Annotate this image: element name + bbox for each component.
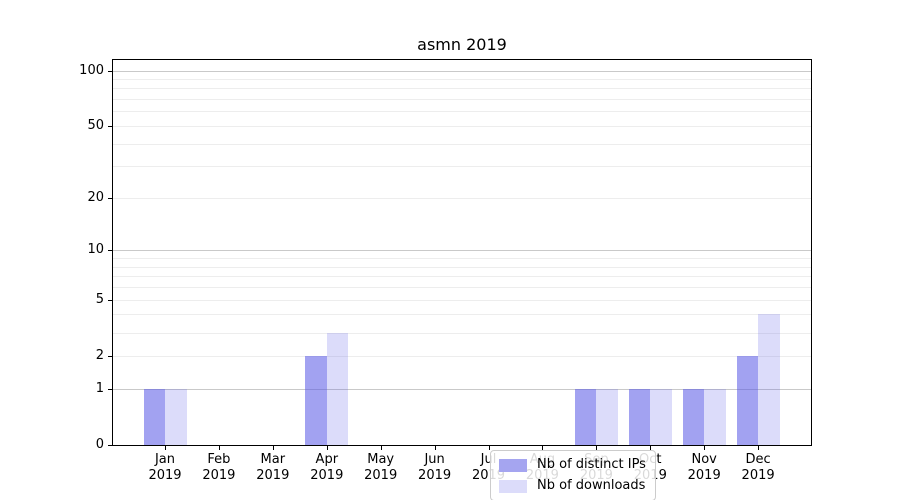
gridline-minor-3	[113, 332, 811, 334]
x-tick-mark-nov	[704, 445, 706, 450]
chart-title: asmn 2019	[417, 35, 507, 54]
gridline-minor-80	[113, 88, 811, 90]
gridline-minor-60	[113, 111, 811, 113]
gridline-minor-6	[113, 287, 811, 289]
y-tick-label-20: 20	[87, 190, 104, 205]
x-tick-mark-jun	[434, 445, 436, 450]
x-tick-mark-dec	[758, 445, 760, 450]
x-tick-label-may: May 2019	[364, 452, 398, 483]
x-tick-mark-may	[380, 445, 382, 450]
x-tick-label-jun: Jun 2019	[418, 452, 452, 483]
bar-downloads-apr	[326, 332, 349, 445]
legend-entry-distinct-ips: Nb of distinct IPs	[499, 457, 646, 473]
x-tick-mark-sep	[596, 445, 598, 450]
x-tick-label-jan: Jan 2019	[148, 452, 182, 483]
gridline-major-100	[113, 70, 811, 72]
x-tick-mark-oct	[650, 445, 652, 450]
legend-label-downloads: Nb of downloads	[537, 478, 646, 493]
y-tick-label-10: 10	[87, 242, 104, 258]
y-tick-mark-5	[108, 299, 113, 301]
legend-swatch-distinct-ips-icon	[499, 458, 527, 472]
y-tick-label-1: 1	[95, 380, 104, 396]
gridline-minor-8	[113, 266, 811, 268]
y-tick-mark-10	[108, 250, 113, 252]
y-tick-label-2: 2	[95, 347, 104, 363]
bar-distinct-ips-dec	[736, 355, 759, 445]
x-tick-label-nov: Nov 2019	[687, 452, 721, 483]
gridline-minor-2	[113, 355, 811, 357]
y-tick-label-0: 0	[95, 437, 104, 452]
y-tick-label-50: 50	[87, 118, 104, 133]
y-tick-mark-20	[108, 198, 113, 199]
bar-downloads-oct	[650, 388, 672, 445]
bar-downloads-dec	[758, 314, 780, 445]
x-tick-mark-aug	[542, 445, 544, 450]
x-tick-mark-jul	[488, 445, 490, 450]
bar-distinct-ips-nov	[682, 388, 705, 445]
gridline-minor-5	[113, 299, 811, 301]
bar-downloads-sep	[596, 388, 618, 445]
gridline-minor-4	[113, 314, 811, 316]
bar-distinct-ips-jan	[143, 388, 165, 445]
y-tick-label-5: 5	[95, 291, 104, 307]
x-tick-mark-feb	[218, 445, 220, 450]
gridline-minor-40	[113, 143, 811, 145]
y-tick-mark-2	[108, 355, 113, 357]
legend-entry-downloads: Nb of downloads	[499, 478, 646, 494]
plot-area: Nb of distinct IPs Nb of downloads	[112, 59, 812, 500]
bar-distinct-ips-apr	[305, 355, 327, 445]
legend-label-distinct-ips: Nb of distinct IPs	[537, 457, 646, 472]
gridline-minor-7	[113, 276, 811, 278]
x-tick-label-mar: Mar 2019	[256, 452, 290, 483]
gridline-minor-9	[113, 258, 811, 260]
x-tick-label-feb: Feb 2019	[202, 452, 236, 483]
gridline-minor-20	[113, 198, 811, 199]
legend-swatch-downloads-icon	[499, 479, 527, 493]
gridline-major-1	[113, 388, 811, 390]
y-tick-mark-0	[108, 445, 113, 446]
bar-downloads-jan	[165, 388, 187, 445]
gridline-minor-50	[113, 126, 811, 127]
y-tick-mark-100	[108, 70, 113, 72]
bar-downloads-nov	[704, 388, 726, 445]
x-tick-mark-jan	[165, 445, 166, 450]
gridline-major-10	[113, 250, 811, 252]
gridline-minor-30	[113, 166, 811, 168]
x-tick-mark-apr	[326, 445, 328, 450]
x-tick-mark-mar	[272, 445, 274, 450]
y-tick-mark-1	[108, 388, 113, 390]
y-tick-mark-50	[108, 126, 113, 127]
bar-distinct-ips-oct	[628, 388, 651, 445]
gridline-minor-90	[113, 79, 811, 80]
y-tick-label-100: 100	[79, 62, 104, 78]
x-tick-label-apr: Apr 2019	[310, 452, 344, 483]
gridline-minor-70	[113, 99, 811, 101]
x-tick-label-dec: Dec 2019	[741, 452, 775, 483]
bar-distinct-ips-sep	[574, 388, 597, 445]
legend: Nb of distinct IPs Nb of downloads	[490, 450, 656, 500]
